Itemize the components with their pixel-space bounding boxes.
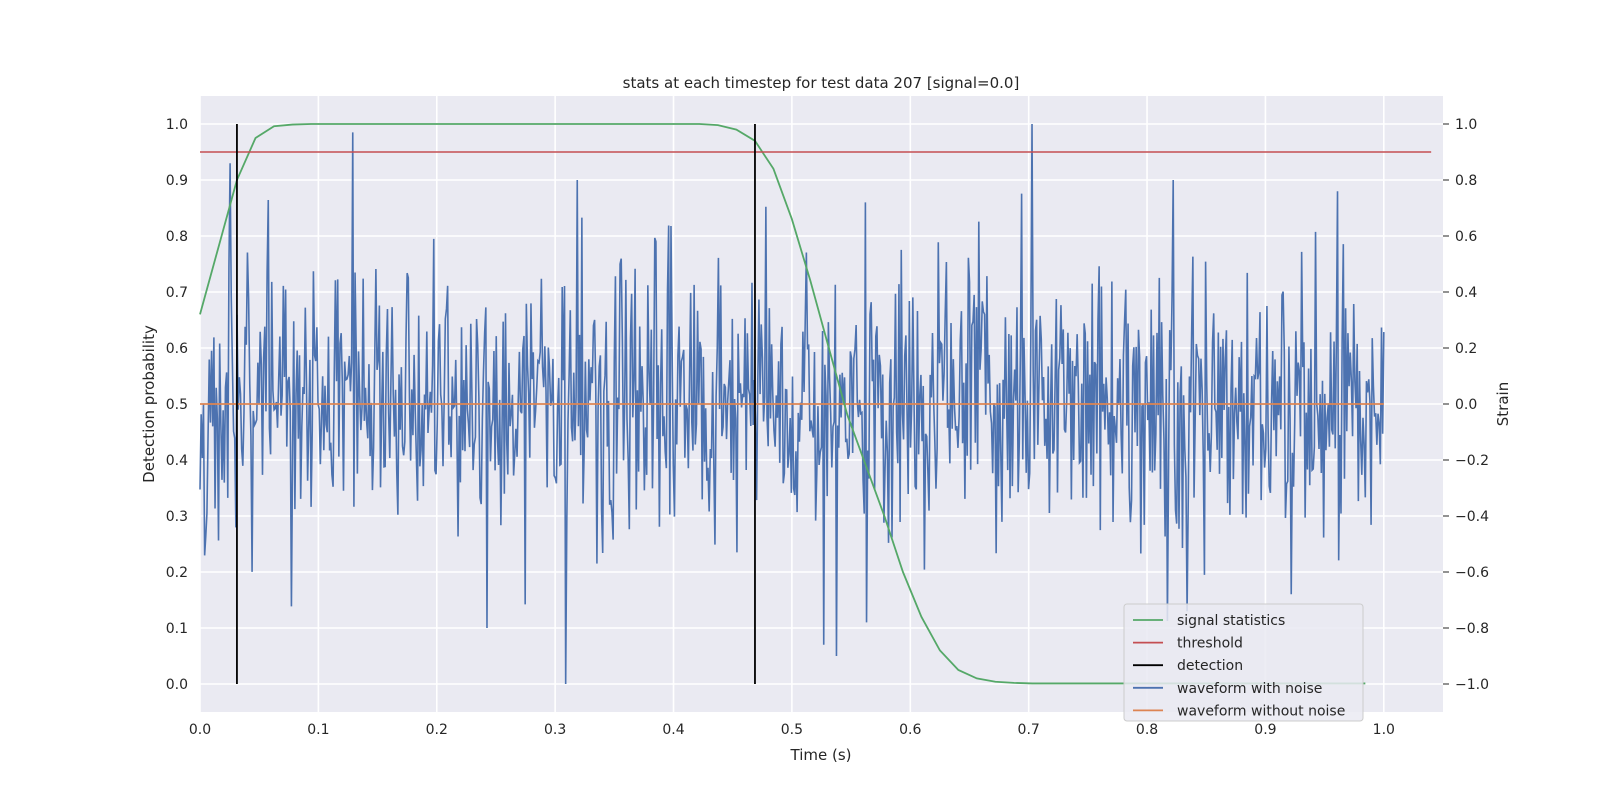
x-axis-label: Time (s): [790, 746, 852, 764]
y2-tick-label: 0.0: [1455, 397, 1477, 413]
legend-label: waveform without noise: [1177, 703, 1345, 719]
y-tick-label: 0.0: [166, 677, 188, 693]
y-tick-label: 0.3: [166, 509, 188, 525]
chart-title: stats at each timestep for test data 207…: [623, 74, 1020, 92]
series-signal-statistics: [199, 123, 1366, 685]
y2-axis-label: Strain: [1494, 382, 1512, 426]
y2-tick-label: 0.2: [1455, 341, 1477, 357]
y-axis-ticks: 0.0 0.1 0.2 0.3 0.4 0.5 0.6 0.7 0.8 0.9 1.0: [166, 117, 188, 693]
x-tick-label: 0.5: [781, 722, 803, 738]
legend-label: threshold: [1177, 636, 1243, 652]
y-tick-label: 0.8: [166, 229, 188, 245]
y2-tick-label: 0.4: [1455, 285, 1477, 301]
x-axis-ticks: 0.0 0.1 0.2 0.3 0.4 0.5 0.6 0.7 0.8 0.9 1.0: [189, 722, 1395, 738]
x-tick-label: 0.1: [307, 722, 329, 738]
y2-tick-label: 0.6: [1455, 229, 1477, 245]
legend-label: detection: [1177, 658, 1243, 674]
y2-tick-label: 1.0: [1455, 117, 1477, 133]
legend-items: signal statistics threshold detection wavef…: [1133, 613, 1345, 719]
y2-tick-label: −1.0: [1455, 677, 1489, 693]
x-tick-label: 0.0: [189, 722, 211, 738]
x-tick-label: 0.2: [426, 722, 448, 738]
y2-tick-label: −0.4: [1455, 509, 1489, 525]
y-tick-label: 0.1: [166, 621, 188, 637]
y-tick-label: 0.6: [166, 341, 188, 357]
series-layer: [199, 123, 1432, 685]
legend-box: [1123, 603, 1364, 722]
x-tick-label: 1.0: [1373, 722, 1395, 738]
legend-label: waveform with noise: [1177, 681, 1322, 697]
x-tick-label: 0.9: [1254, 722, 1276, 738]
legend: signal statistics threshold detection wavef…: [1123, 603, 1364, 722]
x-tick-label: 0.8: [1136, 722, 1158, 738]
y2-tick-label: 0.8: [1455, 173, 1477, 189]
x-tick-label: 0.4: [662, 722, 684, 738]
y2-tick-label: −0.2: [1455, 453, 1489, 469]
x-tick-label: 0.6: [899, 722, 921, 738]
y-tick-label: 0.4: [166, 453, 188, 469]
y-tick-label: 0.9: [166, 173, 188, 189]
y2-axis-ticks: −1.0 −0.8 −0.6 −0.4 −0.2 0.0 0.2 0.4 0.6 0.8 1.0: [1443, 117, 1489, 693]
y2-tick-label: −0.8: [1455, 621, 1489, 637]
series-waveform-with-noise: [199, 123, 1385, 685]
y2-tick-label: −0.6: [1455, 565, 1489, 581]
y-axis-label: Detection probability: [140, 325, 158, 483]
y-tick-label: 1.0: [166, 117, 188, 133]
x-tick-label: 0.7: [1018, 722, 1040, 738]
legend-label: signal statistics: [1177, 613, 1285, 629]
x-tick-label: 0.3: [544, 722, 566, 738]
y-tick-label: 0.7: [166, 285, 188, 301]
y-tick-label: 0.5: [166, 397, 188, 413]
y-tick-label: 0.2: [166, 565, 188, 581]
